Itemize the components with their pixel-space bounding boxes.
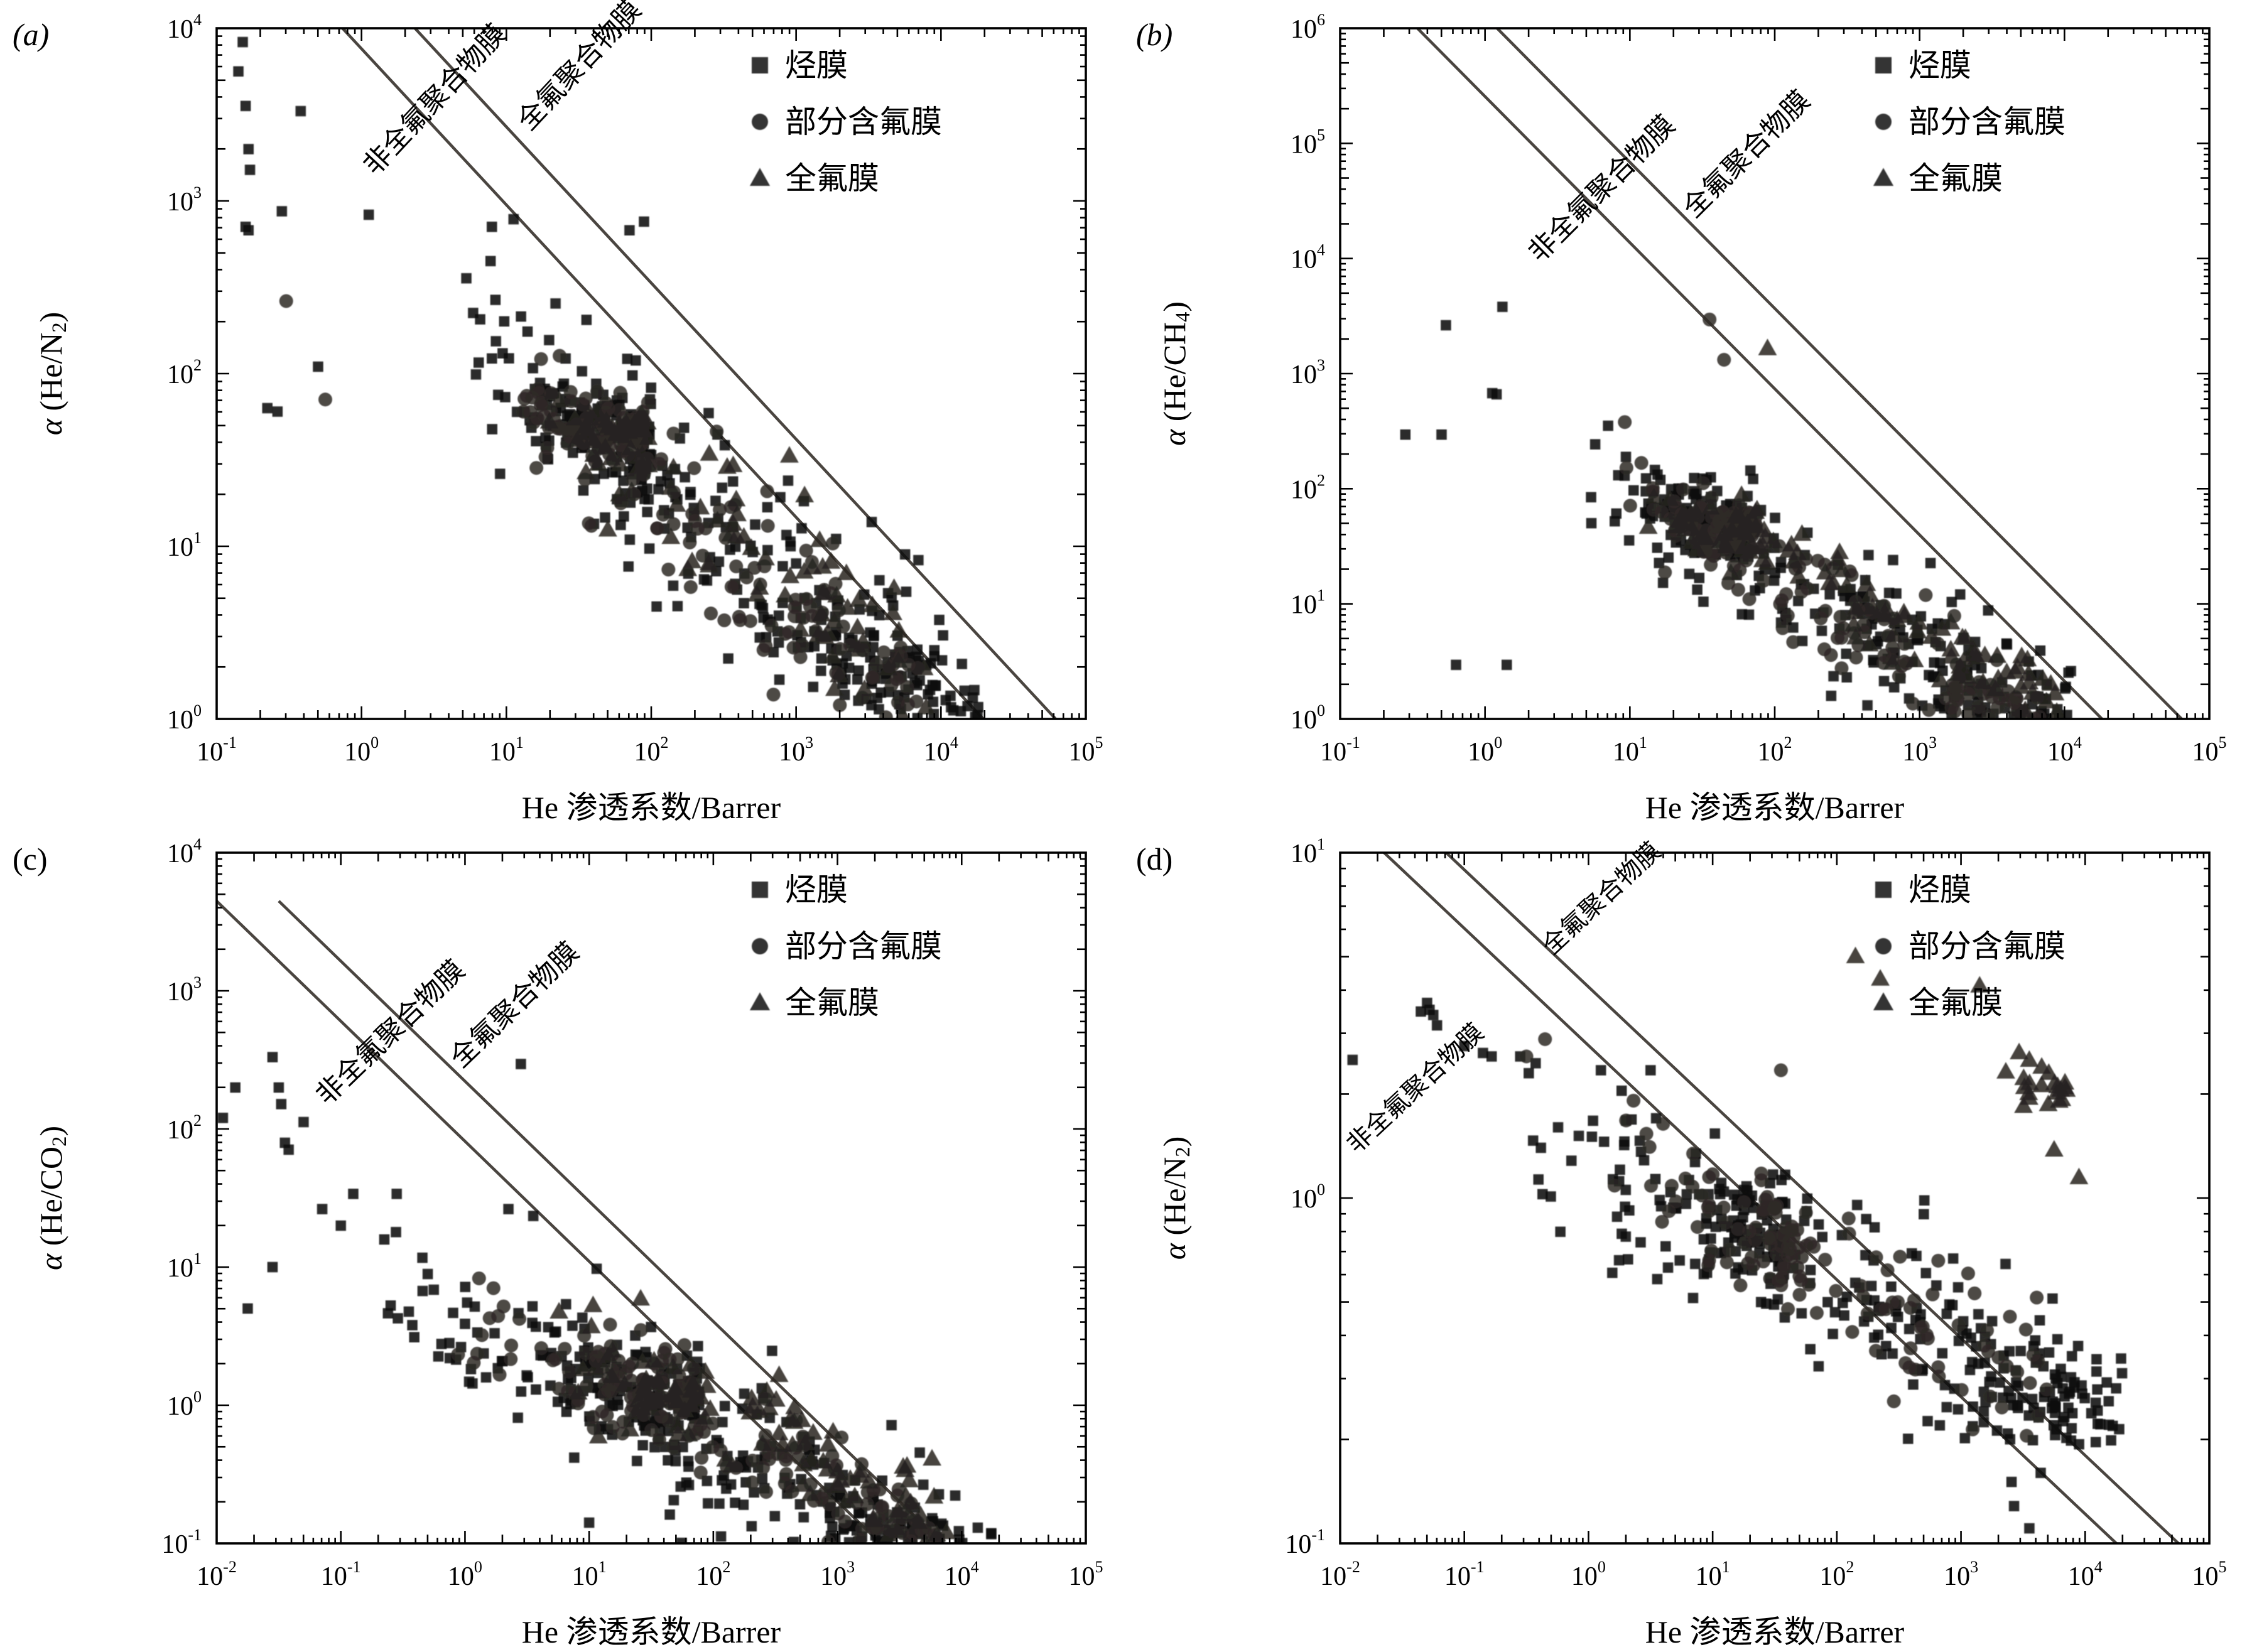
svg-text:烃膜: 烃膜 bbox=[785, 48, 848, 83]
svg-text:He 渗透系数/Barrer: He 渗透系数/Barrer bbox=[1645, 790, 1905, 824]
svg-text:(a): (a) bbox=[13, 17, 49, 52]
svg-text:(d): (d) bbox=[1136, 841, 1172, 877]
svg-text:部分含氟膜: 部分含氟膜 bbox=[1909, 104, 2066, 139]
svg-text:(b): (b) bbox=[1136, 17, 1172, 52]
svg-text:全氟膜: 全氟膜 bbox=[785, 161, 879, 196]
svg-text:全氟膜: 全氟膜 bbox=[1909, 161, 2003, 196]
svg-text:烃膜: 烃膜 bbox=[785, 872, 848, 907]
svg-text:α (He/CO2): α (He/CO2) bbox=[33, 1126, 71, 1270]
svg-text:He 渗透系数/Barrer: He 渗透系数/Barrer bbox=[522, 1614, 781, 1649]
svg-text:α (He/CH4): α (He/CH4) bbox=[1157, 301, 1194, 446]
svg-text:全氟膜: 全氟膜 bbox=[1909, 985, 2003, 1020]
svg-text:烃膜: 烃膜 bbox=[1909, 872, 1971, 907]
svg-text:(c): (c) bbox=[13, 841, 48, 877]
svg-text:全氟膜: 全氟膜 bbox=[785, 985, 879, 1020]
svg-text:部分含氟膜: 部分含氟膜 bbox=[1909, 929, 2066, 964]
svg-text:烃膜: 烃膜 bbox=[1909, 48, 1971, 83]
svg-text:部分含氟膜: 部分含氟膜 bbox=[785, 929, 942, 964]
svg-text:部分含氟膜: 部分含氟膜 bbox=[785, 104, 942, 139]
svg-text:He 渗透系数/Barrer: He 渗透系数/Barrer bbox=[522, 790, 781, 824]
svg-text:He 渗透系数/Barrer: He 渗透系数/Barrer bbox=[1645, 1614, 1905, 1649]
